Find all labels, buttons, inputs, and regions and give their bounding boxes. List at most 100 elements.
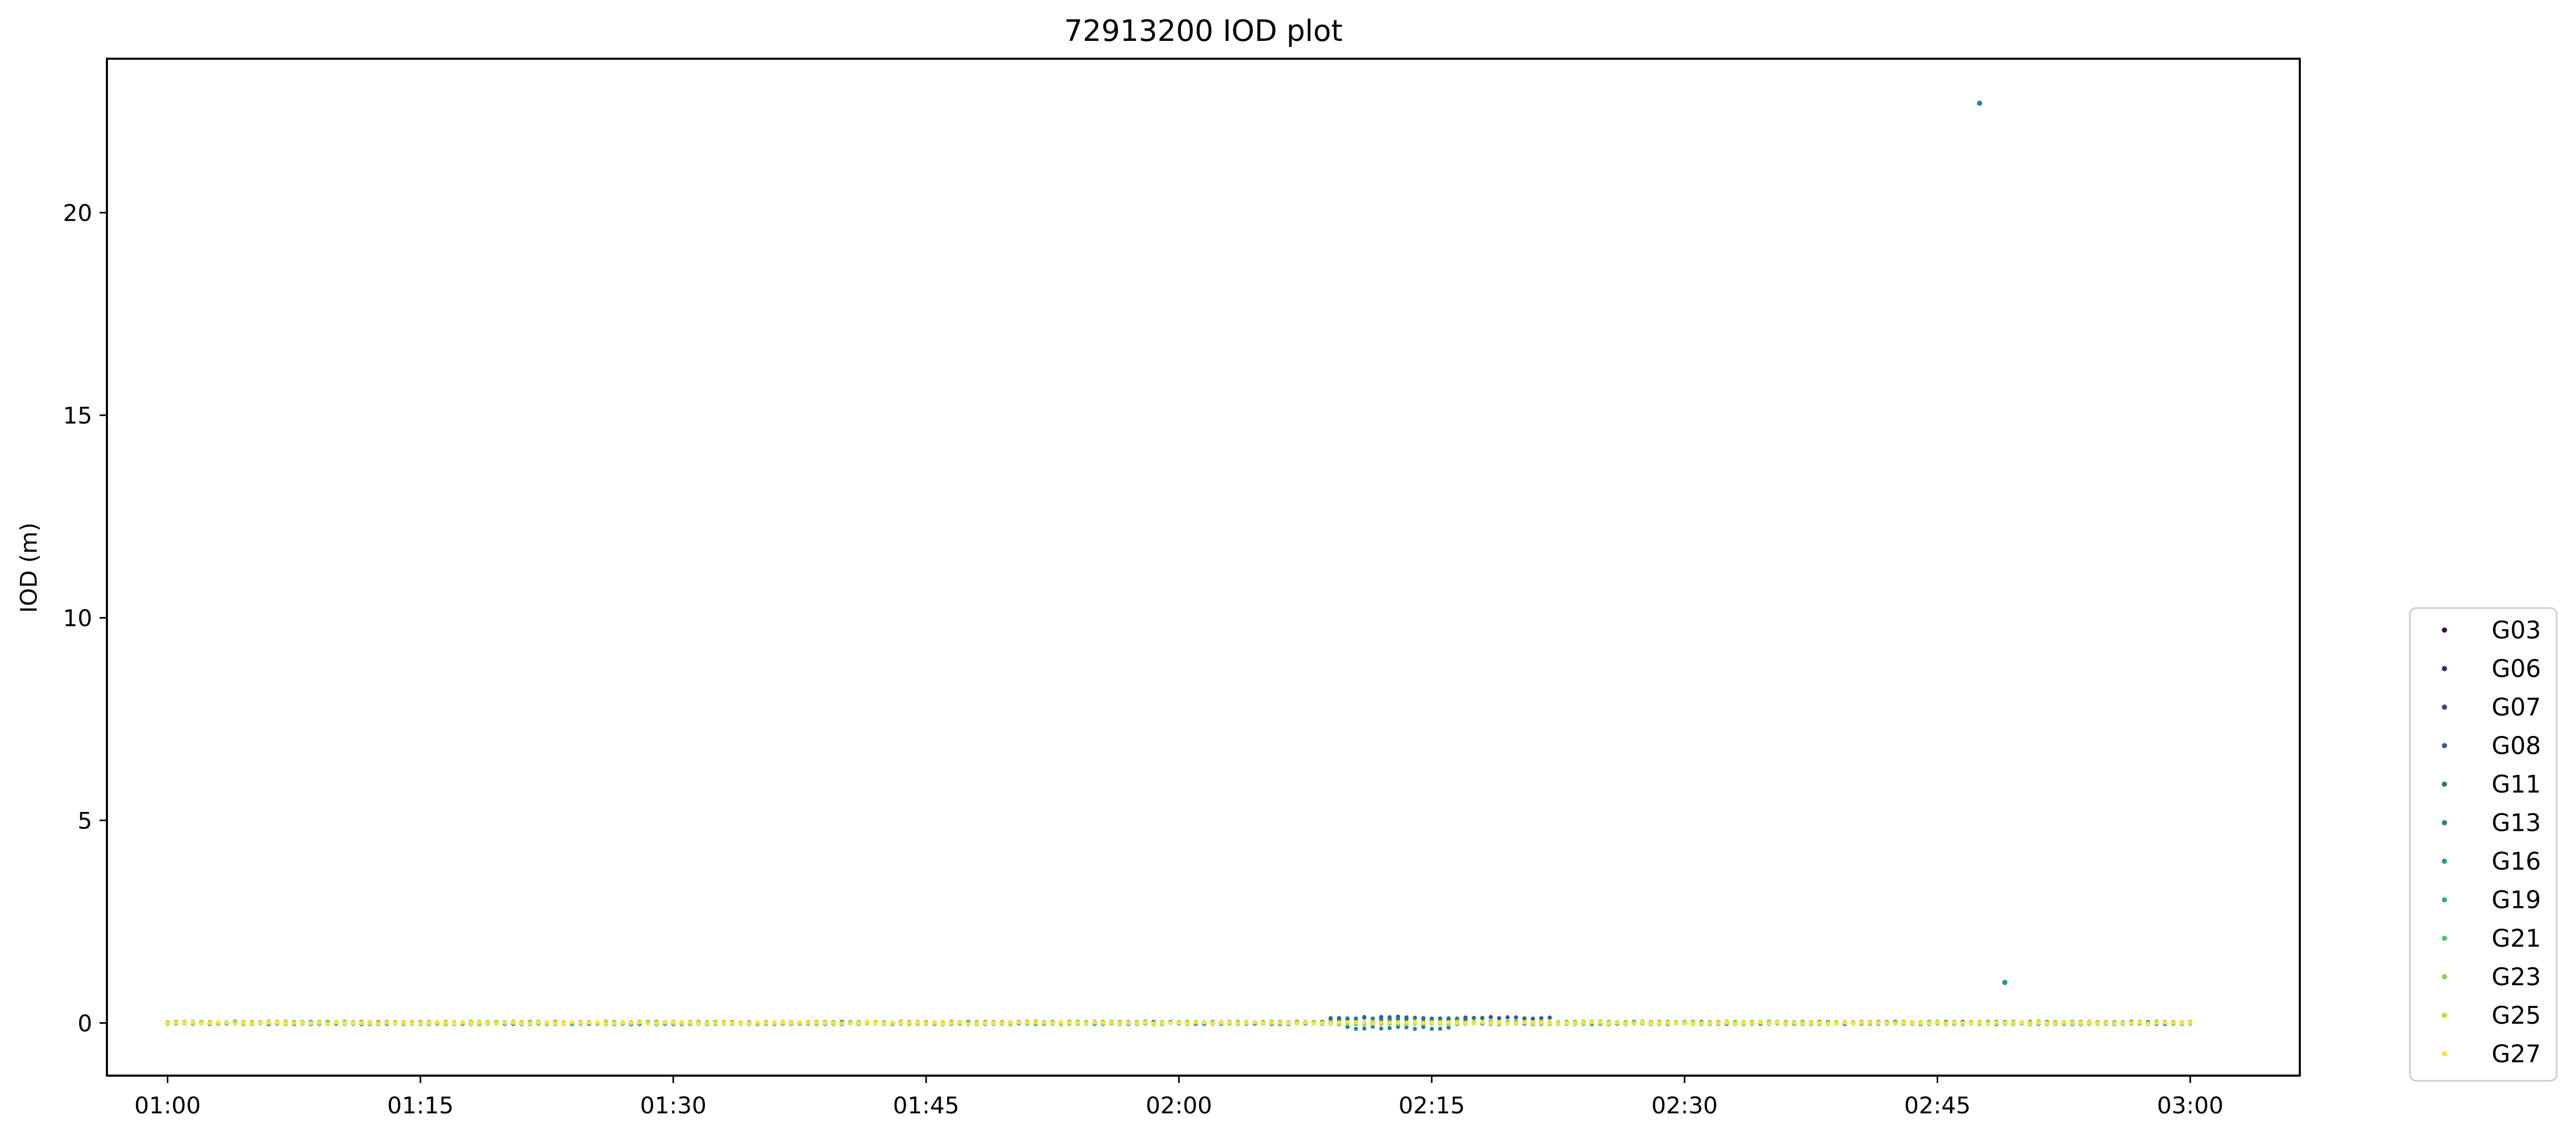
data-point [1269,1020,1274,1025]
data-point [1817,1021,1822,1025]
data-point [2146,1021,2150,1026]
plot-frame [106,58,2301,1077]
data-point [848,1022,853,1026]
data-point [1632,1021,1636,1026]
data-point [1556,1021,1560,1026]
data-point [528,1021,532,1026]
data-point [1834,1021,1839,1026]
data-point [1101,1021,1105,1025]
data-point [485,1021,490,1025]
data-point [503,1020,507,1025]
data-point [1008,1020,1013,1024]
data-point [342,1021,347,1026]
data-point [511,1021,516,1025]
data-point [958,1020,962,1025]
data-point [1016,1020,1021,1025]
data-point [367,1020,372,1025]
data-point [1438,1026,1442,1031]
data-point [991,1021,996,1026]
y-tick-label: 5 [78,808,92,834]
data-point [1151,1021,1156,1026]
data-point [738,1021,743,1026]
data-point [1547,1021,1552,1025]
data-point [941,1021,945,1026]
data-point [1935,1020,1940,1025]
data-point [1977,1021,1982,1025]
data-point [1421,1016,1426,1021]
data-point [2121,1021,2125,1025]
series-g13 [165,101,2192,1031]
data-point [1387,1021,1392,1025]
data-point [1893,1021,1898,1026]
data-point [1960,1021,1965,1026]
data-point [545,1020,549,1025]
data-point [553,1021,558,1026]
data-point [595,1020,600,1025]
data-point [1396,1016,1400,1021]
data-point [603,1022,608,1026]
data-point [755,1020,760,1025]
data-point [722,1021,726,1026]
legend-marker [2442,974,2447,980]
x-tick-label: 03:00 [2157,1092,2224,1119]
legend-label: G03 [2492,616,2541,644]
y-axis-label: IOD (m) [16,523,42,613]
data-point [806,1021,810,1025]
data-point [1867,1020,1872,1025]
data-point [1059,1020,1063,1025]
data-point [1733,1022,1737,1026]
data-point [2036,1021,2041,1025]
data-point [1253,1020,1257,1025]
data-point [1345,1017,1350,1022]
data-point [730,1021,735,1025]
data-point [241,1021,246,1025]
data-point [1345,1025,1350,1029]
x-tick-label: 01:30 [640,1092,707,1119]
data-point [1674,1021,1679,1026]
x-tick-label: 02:45 [1904,1092,1971,1119]
legend-marker [2442,936,2447,941]
data-point [797,1021,802,1025]
data-point [410,1022,415,1026]
x-tick-label: 01:00 [134,1092,201,1119]
data-point [266,1020,271,1025]
data-point [1295,1021,1299,1026]
data-point [1379,1021,1384,1025]
data-point [477,1020,482,1025]
data-point [1539,1016,1544,1021]
data-point [1328,1021,1333,1026]
data-point [1438,1021,1442,1025]
legend-label: G25 [2492,1001,2541,1029]
data-point [1480,1020,1485,1025]
data-point [2188,1021,2192,1025]
data-point [452,1021,456,1026]
data-point [309,1021,313,1025]
series-g27 [165,1020,2192,1026]
data-point [1354,1026,1358,1031]
data-point [1488,1021,1493,1025]
data-point [182,1020,187,1025]
data-point [949,1021,954,1025]
data-point [2002,980,2008,985]
series-g16 [165,980,2192,1026]
data-point [713,1021,718,1025]
data-point [1429,1021,1434,1025]
data-point [1345,1020,1350,1025]
data-point [586,1020,591,1025]
x-tick-label: 01:15 [387,1092,454,1119]
legend-label: G23 [2492,963,2541,991]
data-point [1842,1020,1847,1025]
data-point [2179,1021,2184,1025]
data-point [1573,1021,1578,1026]
data-point [840,1021,844,1026]
data-point [1784,1022,1788,1026]
x-tick-label: 02:30 [1651,1092,1718,1119]
data-point [662,1020,667,1025]
data-point [1648,1021,1653,1026]
data-point [1666,1021,1670,1025]
data-point [1977,101,1982,106]
data-point [173,1020,178,1025]
legend-marker [2442,743,2447,749]
data-point [1075,1021,1080,1025]
data-point [418,1021,423,1026]
